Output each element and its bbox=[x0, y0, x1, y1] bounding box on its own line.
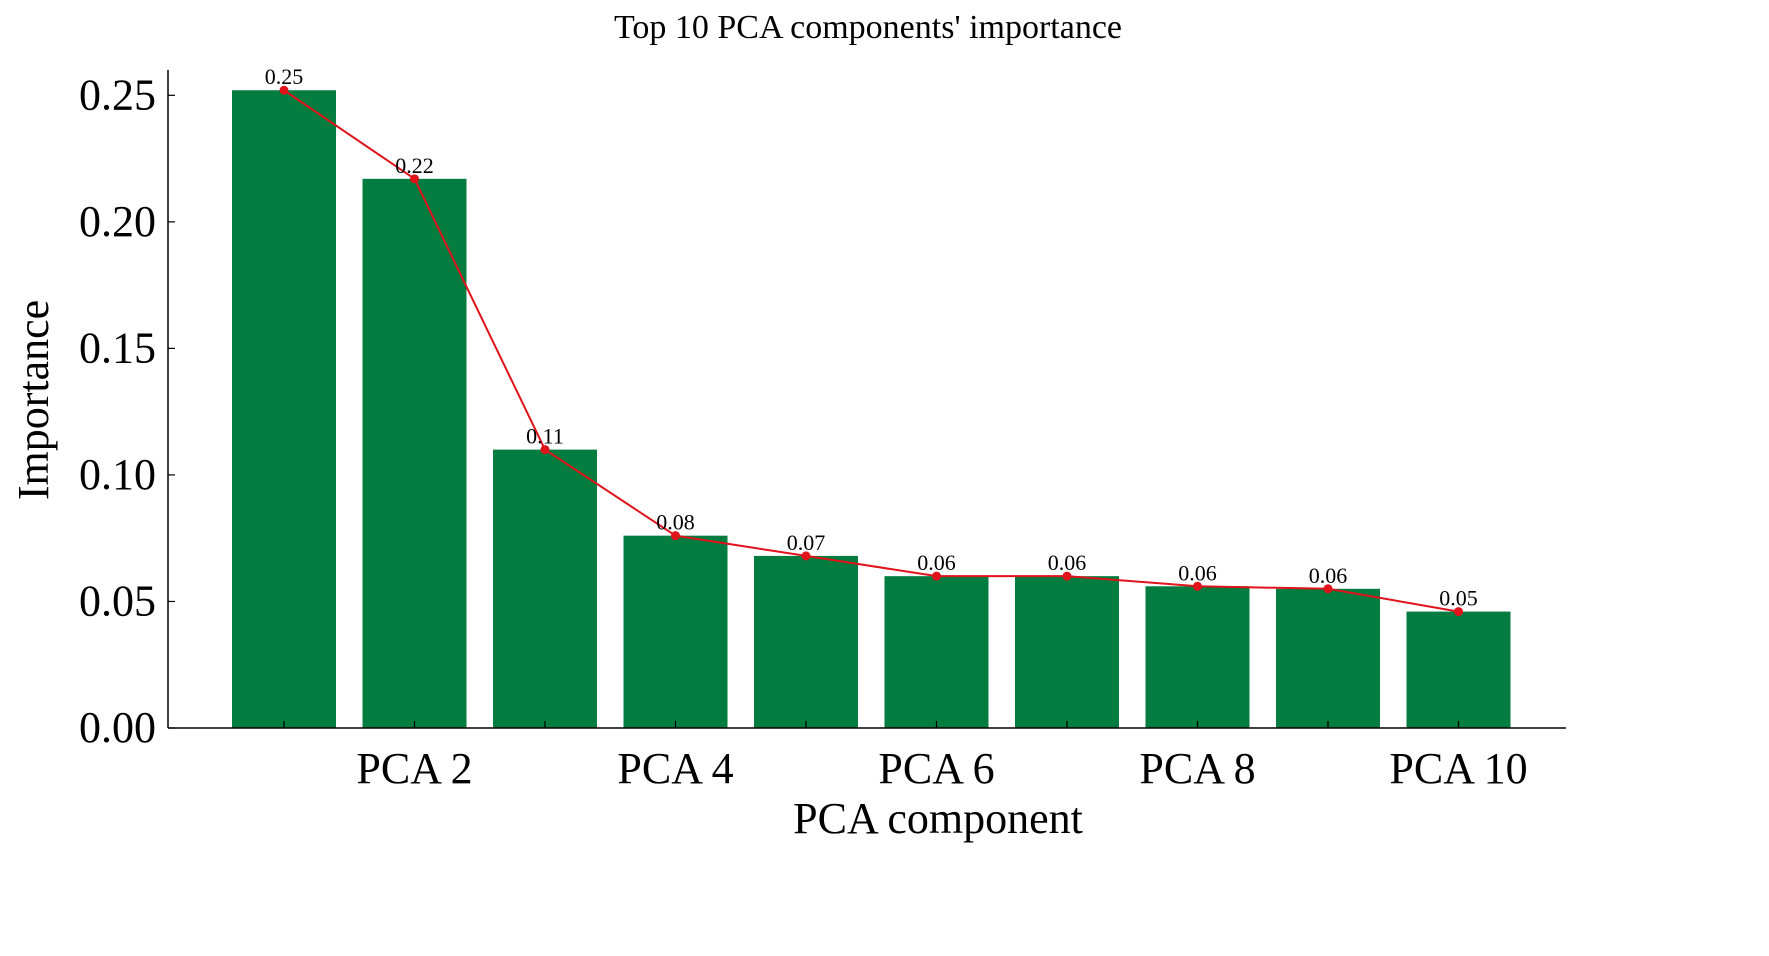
data-label: 0.06 bbox=[1048, 550, 1087, 575]
data-point bbox=[279, 85, 289, 95]
x-axis-label: PCA component bbox=[793, 794, 1083, 843]
data-label: 0.08 bbox=[656, 510, 695, 535]
series-line bbox=[283, 89, 1459, 613]
data-point bbox=[932, 571, 941, 581]
y-tick-label: 0.15 bbox=[79, 323, 156, 372]
bar bbox=[493, 449, 597, 728]
data-label: 0.06 bbox=[1178, 560, 1217, 585]
bar bbox=[884, 576, 989, 728]
data-point bbox=[1062, 571, 1072, 581]
chart-title: Top 10 PCA components' importance bbox=[614, 9, 1122, 46]
data-label: 0.06 bbox=[1309, 563, 1348, 588]
data-point bbox=[671, 531, 680, 541]
data-label: 0.11 bbox=[526, 424, 564, 449]
x-tick-label: PCA 4 bbox=[617, 744, 733, 793]
x-tick-label: PCA 6 bbox=[878, 744, 994, 793]
x-tick-label: PCA 8 bbox=[1139, 744, 1255, 793]
data-point bbox=[1323, 584, 1333, 594]
bar bbox=[754, 555, 858, 728]
y-tick-label: 0.25 bbox=[79, 70, 156, 119]
bar bbox=[1276, 588, 1380, 728]
data-label: 0.06 bbox=[917, 550, 956, 575]
y-tick-label: 0.20 bbox=[79, 197, 156, 246]
data-label: 0.07 bbox=[787, 530, 826, 555]
y-tick-label: 0.10 bbox=[79, 450, 156, 499]
y-axis-label: Importance bbox=[9, 300, 58, 500]
data-label: 0.05 bbox=[1439, 586, 1478, 611]
data-point bbox=[1193, 581, 1202, 591]
x-tick-label: PCA 2 bbox=[356, 744, 472, 793]
bar bbox=[1145, 586, 1250, 728]
bar bbox=[1406, 611, 1511, 728]
data-point bbox=[410, 174, 419, 184]
y-tick-label: 0.05 bbox=[79, 576, 156, 625]
plot-area: 0.00 0.05 0.10 0.15 0.20 0.25 PCA 2 PCA 4 PCA 6 P… bbox=[79, 64, 1566, 793]
y-tick-label: 0.00 bbox=[79, 703, 156, 752]
data-label: 0.22 bbox=[395, 153, 434, 178]
data-label: 0.25 bbox=[265, 64, 304, 89]
data-point bbox=[540, 445, 550, 455]
data-point bbox=[1454, 607, 1463, 617]
bar bbox=[1015, 576, 1119, 728]
bar bbox=[232, 90, 336, 728]
bar bbox=[362, 178, 467, 729]
data-point bbox=[801, 551, 811, 561]
bar bbox=[623, 535, 728, 728]
x-tick-label: PCA 10 bbox=[1389, 744, 1527, 793]
